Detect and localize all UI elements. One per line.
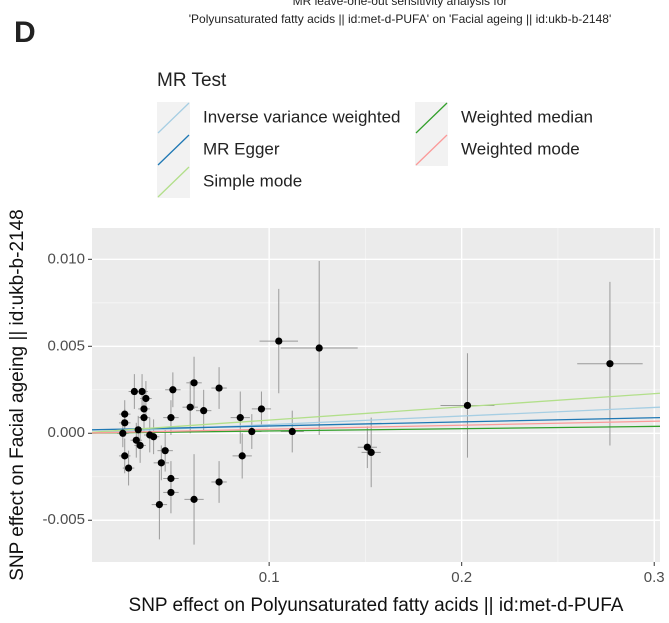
point xyxy=(119,429,127,437)
point xyxy=(167,414,175,422)
mr-line xyxy=(92,425,660,434)
y-axis-label: SNP effect on Facial ageing || id:ukb-b-… xyxy=(7,209,28,580)
point xyxy=(134,426,142,434)
point xyxy=(121,452,129,460)
point xyxy=(315,344,323,352)
legend-label: Weighted mode xyxy=(461,139,580,158)
point xyxy=(190,495,198,503)
point xyxy=(238,452,246,460)
point xyxy=(186,403,194,411)
y-tick-label: 0.010 xyxy=(47,250,85,267)
point xyxy=(142,394,150,403)
mr-line xyxy=(92,420,660,434)
point xyxy=(167,488,175,497)
point xyxy=(275,337,283,345)
panel-label: D xyxy=(14,16,36,49)
point xyxy=(215,384,223,392)
legend-label: Weighted median xyxy=(461,107,593,126)
point xyxy=(138,387,146,396)
point xyxy=(132,436,140,444)
legend-swatch xyxy=(415,102,448,134)
plot-panel xyxy=(92,228,660,562)
mr-line xyxy=(92,416,660,431)
point xyxy=(167,474,175,483)
point xyxy=(200,407,208,415)
x-axis-label: SNP effect on Polyunsaturated fatty acid… xyxy=(129,595,624,616)
point xyxy=(124,464,133,472)
y-tick-label: 0.005 xyxy=(47,337,85,354)
legend-swatch xyxy=(415,134,448,166)
point xyxy=(248,427,256,436)
x-tick-label: 0.3 xyxy=(644,569,665,586)
chart-title: MR leave-one-out sensitivity analysis fo… xyxy=(293,0,508,8)
y-tick-label: 0.000 xyxy=(47,424,85,441)
point xyxy=(215,478,223,486)
chart-subtitle: 'Polyunsaturated fatty acids || id:met-d… xyxy=(189,12,612,26)
y-tick-label: -0.005 xyxy=(42,511,85,528)
legend-swatch xyxy=(157,134,190,166)
point xyxy=(140,414,148,422)
legend-label: MR Egger xyxy=(203,139,280,158)
point xyxy=(146,431,154,439)
point xyxy=(169,386,177,394)
point xyxy=(157,459,165,467)
legend-label: Inverse variance weighted xyxy=(203,107,401,126)
point xyxy=(121,410,129,418)
point xyxy=(606,360,614,368)
point xyxy=(161,447,169,455)
point xyxy=(140,405,148,413)
point xyxy=(136,441,144,450)
point xyxy=(155,500,163,509)
point xyxy=(130,387,138,396)
point xyxy=(288,427,296,436)
legend-swatch xyxy=(157,102,190,134)
point xyxy=(121,419,129,427)
point xyxy=(190,379,198,387)
x-tick-label: 0.2 xyxy=(451,569,472,586)
legend-title: MR Test xyxy=(157,70,227,91)
point xyxy=(257,405,266,413)
legend-label: Simple mode xyxy=(203,171,302,190)
legend-swatch xyxy=(157,166,190,198)
point xyxy=(363,443,371,451)
point xyxy=(463,401,472,410)
point xyxy=(236,414,244,422)
point xyxy=(367,448,375,457)
x-tick-label: 0.1 xyxy=(259,569,280,586)
mr-line xyxy=(92,392,660,433)
